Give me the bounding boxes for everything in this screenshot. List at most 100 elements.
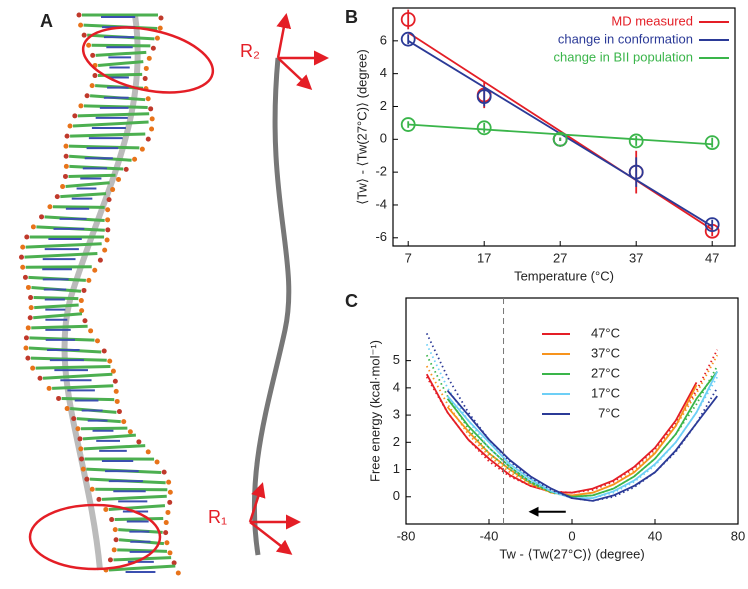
- phosphate: [107, 358, 113, 364]
- phosphate: [62, 173, 68, 179]
- fit-line: [407, 31, 713, 231]
- phosphate: [175, 570, 181, 576]
- phosphate: [89, 83, 95, 89]
- base-pair: [65, 181, 110, 189]
- x-tick-label: -40: [480, 528, 499, 543]
- dna-structure: [18, 12, 181, 576]
- phosphate: [60, 184, 66, 190]
- x-tick-label: 7: [405, 250, 412, 265]
- base-pair: [83, 104, 148, 109]
- marker: [628, 133, 644, 149]
- panel-label: C: [345, 291, 358, 311]
- fit-curve: [425, 354, 719, 498]
- base-pair: [83, 444, 146, 451]
- phosphate: [149, 126, 155, 132]
- fit-curve: [425, 349, 719, 494]
- phosphate: [157, 25, 163, 31]
- phosphate: [25, 284, 31, 290]
- legend-label: 7°C: [598, 405, 620, 420]
- x-axis-label: Tw - ⟨Tw(27°C)⟩ (degree): [499, 546, 644, 561]
- phosphate: [84, 476, 90, 482]
- phosphate: [97, 257, 103, 263]
- phosphate: [47, 204, 53, 210]
- phosphate: [28, 305, 34, 311]
- phosphate: [145, 96, 151, 102]
- phosphate: [136, 439, 142, 445]
- phosphate: [25, 355, 31, 361]
- base-pair: [95, 50, 147, 57]
- marker: [704, 217, 720, 233]
- phosphate: [78, 22, 84, 28]
- phosphate: [37, 375, 43, 381]
- phosphate: [154, 459, 160, 465]
- phosphate: [148, 106, 154, 112]
- x-tick-label: 47: [705, 250, 719, 265]
- base-pair: [33, 312, 83, 320]
- base-pair: [61, 396, 115, 402]
- phosphate: [75, 426, 81, 432]
- phosphate: [94, 338, 100, 344]
- y-tick-label: -6: [375, 229, 387, 244]
- legend-label: 47°C: [591, 325, 620, 340]
- y-tick-label: 1: [393, 461, 400, 476]
- phosphate: [46, 385, 52, 391]
- phosphate: [25, 325, 31, 331]
- phosphate: [123, 166, 129, 172]
- phosphate: [106, 197, 112, 203]
- x-tick-label: 80: [731, 528, 745, 543]
- phosphate: [78, 103, 84, 109]
- phosphate: [167, 489, 173, 495]
- phosphate: [145, 449, 151, 455]
- phosphate: [84, 93, 90, 99]
- y-tick-label: 4: [393, 379, 400, 394]
- phosphate: [113, 388, 119, 394]
- phosphate: [30, 365, 36, 371]
- phosphate: [63, 163, 69, 169]
- phosphate: [92, 73, 98, 79]
- phosphate: [56, 395, 62, 401]
- frame-label: R₁: [208, 507, 227, 527]
- phosphate: [171, 560, 177, 566]
- y-tick-label: 0: [380, 131, 387, 146]
- y-axis-label: ⟨Tw⟩ - ⟨Tw(27°C)⟩ (degree): [354, 49, 369, 205]
- phosphate: [145, 136, 151, 142]
- marker: [704, 135, 720, 150]
- legend-label: 27°C: [591, 365, 620, 380]
- line: [446, 389, 718, 502]
- phosphate: [82, 318, 88, 324]
- base-pair: [25, 265, 92, 269]
- legend-label: 37°C: [591, 345, 620, 360]
- helix-axis: [251, 57, 292, 556]
- y-tick-label: 4: [380, 65, 387, 80]
- line: [446, 384, 698, 497]
- phosphate: [139, 146, 145, 152]
- phosphate: [80, 466, 86, 472]
- base-pair: [42, 372, 113, 380]
- phosphate: [113, 537, 119, 543]
- fit-line: [408, 123, 713, 146]
- base-pair: [24, 252, 98, 259]
- phosphate: [76, 12, 82, 18]
- marker: [476, 89, 492, 105]
- marker: [400, 31, 416, 47]
- line: [446, 370, 718, 498]
- x-tick-label: 27: [553, 250, 567, 265]
- phosphate: [167, 499, 173, 505]
- phosphate: [110, 187, 116, 193]
- base-pair: [33, 296, 79, 301]
- phosphate: [18, 254, 24, 260]
- y-tick-label: -4: [375, 196, 387, 211]
- x-axis-label: Temperature (°C): [514, 268, 614, 283]
- phosphate: [163, 520, 169, 526]
- phosphate: [165, 509, 171, 515]
- line: [425, 373, 698, 494]
- base-pair: [91, 43, 151, 48]
- marker: [552, 131, 568, 147]
- phosphate: [111, 547, 117, 553]
- fit-curve: [425, 343, 719, 500]
- phosphate: [86, 42, 92, 48]
- base-pair: [60, 192, 107, 199]
- phosphate: [71, 416, 77, 422]
- phosphate: [104, 237, 110, 243]
- phosphate: [110, 368, 116, 374]
